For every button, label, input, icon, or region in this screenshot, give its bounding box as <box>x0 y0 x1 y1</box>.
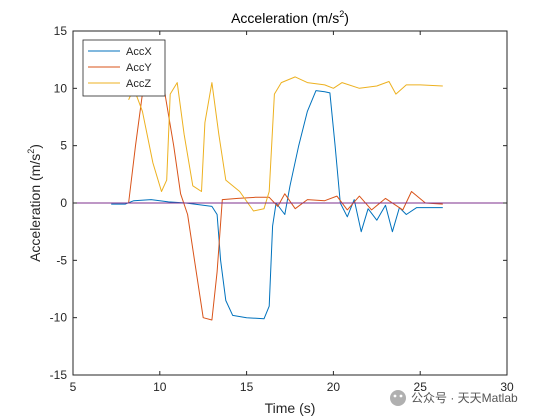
x-tick-label: 30 <box>500 380 514 394</box>
series-line-accz <box>128 76 443 212</box>
x-tick-label: 5 <box>70 380 77 394</box>
y-tick-label: 0 <box>60 196 67 210</box>
x-axis-label: Time (s) <box>265 400 316 416</box>
x-tick-label: 15 <box>240 380 254 394</box>
chart-title-close: ) <box>344 10 349 26</box>
y-axis-label-superscript: 2 <box>26 149 36 154</box>
y-tick-label: 15 <box>54 24 68 38</box>
x-tick-label: 25 <box>414 380 428 394</box>
series-line-accx <box>111 90 443 320</box>
y-axis-label-close: ) <box>27 144 43 149</box>
y-tick-label: -10 <box>50 311 68 325</box>
y-tick-label: 5 <box>60 139 67 153</box>
legend: AccX AccY AccZ <box>82 39 166 97</box>
legend-box <box>82 39 166 97</box>
wechat-icon-eye-right <box>399 394 403 398</box>
chart-title-superscript: 2 <box>339 9 344 19</box>
y-tick-label: -15 <box>50 368 68 382</box>
y-axis-ticks: -15 -10 -5 0 5 10 15 <box>50 24 507 382</box>
x-axis-ticks: 5 10 15 20 25 30 <box>70 31 514 394</box>
legend-label-accy: AccY <box>126 62 152 74</box>
y-tick-label: 10 <box>54 81 68 95</box>
watermark: 公众号 · 天天Matlab <box>390 390 518 406</box>
legend-label-accz: AccZ <box>126 78 151 90</box>
y-axis-label: Acceleration (m/s2) <box>26 144 43 262</box>
y-tick-label: -5 <box>56 253 67 267</box>
wechat-icon <box>390 390 406 406</box>
watermark-text: 公众号 · 天天Matlab <box>411 391 518 405</box>
legend-label-accx: AccX <box>126 46 152 58</box>
axes-box <box>72 30 508 376</box>
x-tick-label: 10 <box>153 380 167 394</box>
chart-title: Acceleration (m/s2) <box>231 9 349 26</box>
x-tick-label: 20 <box>327 380 341 394</box>
wechat-icon-eye-left <box>393 394 397 398</box>
